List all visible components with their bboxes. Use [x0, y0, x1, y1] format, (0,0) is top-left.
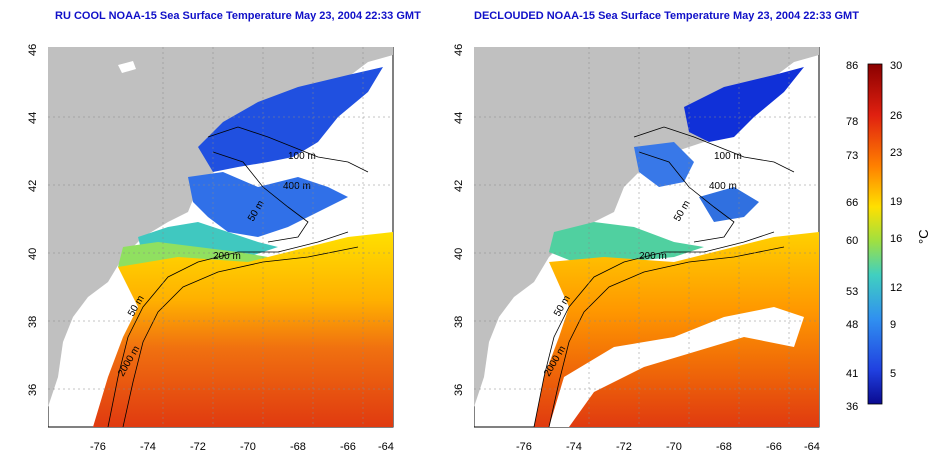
y-tick-label: 42 — [453, 180, 465, 192]
celsius-tick: 30 — [890, 60, 902, 72]
x-tick-label: -72 — [616, 441, 632, 453]
y-tick-label: 46 — [453, 44, 465, 56]
fahrenheit-tick: 60 — [846, 235, 858, 247]
right-map-title: DECLOUDED NOAA-15 Sea Surface Temperatur… — [474, 10, 859, 22]
y-tick-label: 38 — [27, 316, 39, 328]
y-axis-right: 46 44 42 40 38 36 — [453, 44, 465, 396]
contour-label: 400 m — [709, 181, 737, 192]
y-tick-label: 38 — [453, 316, 465, 328]
cold-water-patch — [699, 187, 759, 222]
bathymetry-contour — [122, 246, 359, 428]
y-tick-label: 46 — [27, 44, 39, 56]
bathymetry-contour — [212, 151, 309, 243]
x-tick-label: -68 — [716, 441, 732, 453]
warm-water — [93, 232, 393, 427]
x-tick-label: -76 — [90, 441, 106, 453]
bathymetry-contour — [107, 231, 349, 428]
x-tick-label: -72 — [190, 441, 206, 453]
x-tick-label: -64 — [804, 441, 820, 453]
y-axis-left: 46 44 42 40 38 36 — [27, 44, 39, 396]
fahrenheit-tick: 41 — [846, 368, 858, 380]
x-tick-label: -64 — [378, 441, 394, 453]
right-map-panel: 100 m 200 m 400 m 50 m 50 m 2000 m 46 44… — [453, 44, 824, 453]
celsius-tick: 26 — [890, 110, 902, 122]
fahrenheit-tick: 48 — [846, 319, 858, 331]
cold-water-mid — [634, 142, 694, 187]
x-tick-label: -70 — [240, 441, 256, 453]
celsius-tick: 9 — [890, 319, 896, 331]
x-tick-label: -70 — [666, 441, 682, 453]
y-tick-label: 42 — [27, 180, 39, 192]
celsius-tick: 5 — [890, 368, 896, 380]
y-tick-label: 44 — [27, 112, 39, 124]
left-map-panel: 100 m 200 m 400 m 50 m 50 m 2000 m 46 44… — [27, 44, 398, 453]
contour-label: 200 m — [213, 251, 241, 262]
island — [118, 61, 136, 73]
fahrenheit-tick: 86 — [846, 60, 858, 72]
y-tick-label: 36 — [453, 384, 465, 396]
x-axis-left: -76 -74 -72 -70 -68 -66 -64 — [90, 441, 394, 453]
contour-label: 200 m — [639, 251, 667, 262]
fahrenheit-ticks: 86 78 73 66 60 53 48 41 36 — [846, 60, 858, 413]
x-tick-label: -74 — [566, 441, 582, 453]
celsius-tick: 16 — [890, 233, 902, 245]
x-tick-label: -68 — [290, 441, 306, 453]
fahrenheit-tick: 53 — [846, 286, 858, 298]
celsius-tick: 19 — [890, 196, 902, 208]
bathymetry-contour — [533, 231, 775, 428]
left-map-title: RU COOL NOAA-15 Sea Surface Temperature … — [55, 10, 421, 22]
bathymetry-contour — [638, 151, 735, 243]
land-mass — [474, 47, 819, 407]
celsius-label: °C — [916, 229, 931, 244]
celsius-tick: 12 — [890, 282, 902, 294]
contour-label: 400 m — [283, 181, 311, 192]
x-tick-label: -66 — [766, 441, 782, 453]
fahrenheit-tick: 66 — [846, 197, 858, 209]
contour-label: 100 m — [714, 151, 742, 162]
land-mass — [48, 47, 393, 407]
fahrenheit-tick: 36 — [846, 401, 858, 413]
bathymetry-contour — [548, 246, 785, 428]
y-tick-label: 40 — [453, 248, 465, 260]
x-tick-label: -76 — [516, 441, 532, 453]
cold-water-north — [198, 67, 383, 172]
colorbar-gradient — [867, 63, 883, 405]
celsius-ticks: 30 26 23 19 16 12 9 5 — [890, 60, 902, 380]
fahrenheit-tick: 73 — [846, 150, 858, 162]
x-axis-right: -76 -74 -72 -70 -68 -66 -64 — [516, 441, 820, 453]
temperature-colorbar: 86 78 73 66 60 53 48 41 36 30 26 23 19 1… — [824, 60, 946, 425]
grid-lines — [48, 47, 393, 427]
cloud-gap — [549, 307, 804, 427]
x-tick-label: -74 — [140, 441, 156, 453]
contour-label: 100 m — [288, 151, 316, 162]
x-tick-label: -66 — [340, 441, 356, 453]
bathymetry-contour — [633, 126, 795, 173]
cold-water-north — [684, 67, 804, 142]
fahrenheit-tick: 78 — [846, 116, 858, 128]
y-tick-label: 40 — [27, 248, 39, 260]
bathymetry-contour — [207, 126, 369, 173]
grid-lines — [474, 47, 819, 427]
y-tick-label: 36 — [27, 384, 39, 396]
cold-water-mid — [188, 172, 348, 237]
y-tick-label: 44 — [453, 112, 465, 124]
celsius-tick: 23 — [890, 147, 902, 159]
